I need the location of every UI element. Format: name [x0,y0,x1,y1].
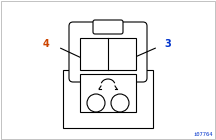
FancyBboxPatch shape [93,20,123,34]
Circle shape [111,94,129,112]
FancyBboxPatch shape [69,22,147,82]
Bar [80,38,136,70]
Text: i07764: i07764 [194,132,213,137]
Bar [63,70,153,128]
Circle shape [87,94,105,112]
Text: 4: 4 [43,39,49,49]
Bar [80,74,136,112]
Text: 3: 3 [165,39,171,49]
